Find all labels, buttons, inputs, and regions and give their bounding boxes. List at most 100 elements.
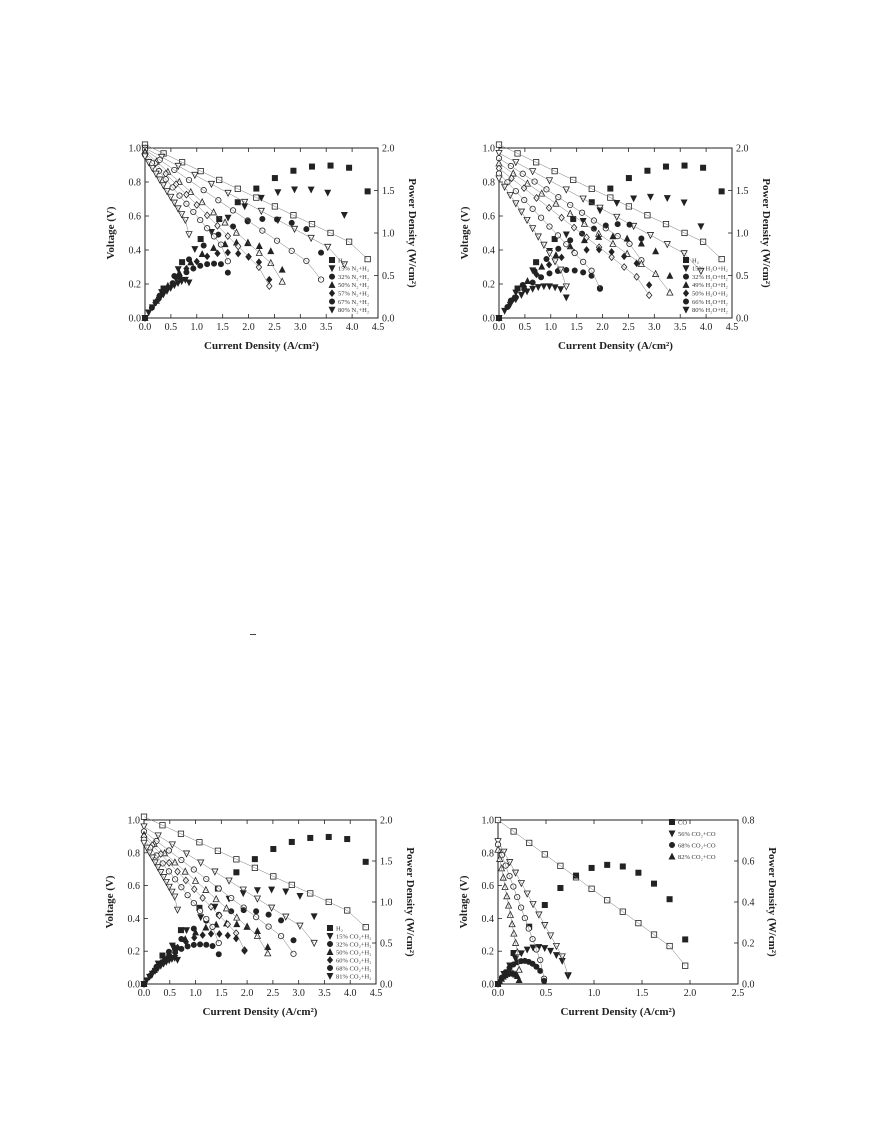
fit-line — [498, 157, 642, 261]
power-point — [540, 283, 548, 291]
power-point — [318, 249, 325, 256]
series-1 — [494, 816, 689, 987]
x-tick-label: 1.5 — [215, 988, 228, 999]
power-point — [529, 285, 537, 293]
power-point — [216, 216, 223, 223]
power-point — [533, 270, 540, 279]
power-point — [224, 269, 231, 276]
power-point — [233, 920, 241, 928]
power-point — [253, 927, 261, 934]
legend-marker — [682, 289, 690, 297]
power-point — [552, 251, 560, 259]
legend-marker — [328, 298, 335, 305]
legend-label: H₂ — [336, 925, 343, 932]
power-point — [244, 218, 251, 225]
power-point — [571, 267, 578, 274]
y-tick-label: 0.6 — [128, 881, 141, 892]
power-point — [241, 947, 248, 955]
power-point — [557, 884, 564, 891]
power-point — [551, 284, 559, 292]
legend-label: 50% H₂O+H₂ — [692, 291, 728, 298]
y2-tick-label: 0.5 — [382, 271, 395, 282]
y2-tick-label: 1.5 — [736, 186, 749, 197]
power-point — [288, 219, 295, 226]
power-point — [666, 271, 674, 279]
power-point — [241, 203, 249, 211]
power-point — [619, 863, 626, 870]
power-point — [324, 189, 332, 197]
fit-line — [497, 841, 569, 976]
y2-tick-label: 1.5 — [380, 857, 393, 868]
power-point — [211, 260, 218, 267]
x-tick-label: 4.0 — [344, 988, 357, 999]
legend-label: H₂ — [692, 257, 699, 264]
power-point — [197, 262, 204, 269]
legend-label: 56% CO₂+CO — [678, 831, 716, 838]
power-point — [145, 309, 153, 317]
power-point — [178, 945, 185, 952]
power-point — [529, 279, 536, 286]
y-tick-label: 0.6 — [129, 212, 142, 223]
y2-tick-label: 0.0 — [736, 314, 749, 325]
power-point — [534, 284, 542, 292]
power-point — [266, 275, 273, 284]
power-point — [233, 869, 240, 876]
power-point — [146, 973, 154, 981]
legend-label: 80% N₂+H₂ — [338, 307, 369, 314]
voltage-point — [718, 255, 725, 263]
power-point — [595, 232, 603, 240]
x-tick-label: 4.0 — [346, 322, 359, 333]
voltage-point — [364, 255, 371, 263]
power-point — [170, 282, 178, 290]
power-point — [625, 175, 632, 182]
series-7 — [495, 175, 570, 322]
power-point — [506, 301, 514, 309]
fit-line — [497, 819, 686, 966]
x-tick-label: 2.5 — [267, 988, 280, 999]
legend-marker — [328, 281, 336, 288]
y-tick-label: 0.0 — [482, 980, 495, 991]
power-point — [346, 164, 353, 171]
legend-marker — [682, 281, 690, 288]
fit-line — [498, 168, 650, 296]
power-point — [523, 946, 531, 954]
power-point — [517, 291, 525, 299]
power-point — [290, 167, 297, 174]
y2-tick-label: 0.8 — [742, 816, 755, 827]
power-point — [198, 250, 206, 258]
chart-panel-2: 0.0 0.5 1.0 1.5 2.0 2.5 3.0 3.5 4.0 4.50.00.20.40… — [459, 141, 772, 352]
power-point — [580, 269, 587, 276]
power-point — [546, 270, 553, 277]
power-point — [680, 199, 688, 207]
power-point — [230, 223, 237, 230]
power-point — [588, 864, 595, 871]
power-point — [156, 295, 164, 303]
x-tick-label: 2.5 — [732, 988, 745, 999]
y-tick-label: 0.4 — [482, 914, 495, 925]
power-point — [362, 858, 369, 865]
voltage-point — [173, 906, 182, 914]
power-point — [495, 314, 503, 322]
legend-marker — [326, 924, 333, 931]
power-point — [265, 911, 272, 918]
power-point — [538, 274, 545, 281]
power-point — [635, 869, 642, 876]
series-5 — [140, 832, 248, 988]
power-point — [274, 216, 281, 223]
y2-axis-label: Power Density (W/cm²) — [406, 178, 418, 288]
power-point — [200, 242, 207, 249]
y-tick-label: 0.8 — [129, 178, 142, 189]
legend-label: 15% H₂O+H₂ — [692, 266, 728, 273]
power-point — [523, 288, 531, 296]
y-tick-label: 0.2 — [482, 947, 495, 958]
power-point — [533, 259, 540, 266]
power-point — [183, 927, 191, 935]
legend-label: 66% H₂O+H₂ — [692, 299, 728, 306]
power-point — [718, 188, 725, 195]
power-point — [224, 248, 231, 257]
power-point — [551, 236, 558, 243]
power-point — [251, 856, 258, 863]
power-point — [623, 234, 631, 242]
x-axis-label: Current Density (A/cm²) — [203, 1006, 318, 1018]
series-3 — [495, 155, 645, 321]
